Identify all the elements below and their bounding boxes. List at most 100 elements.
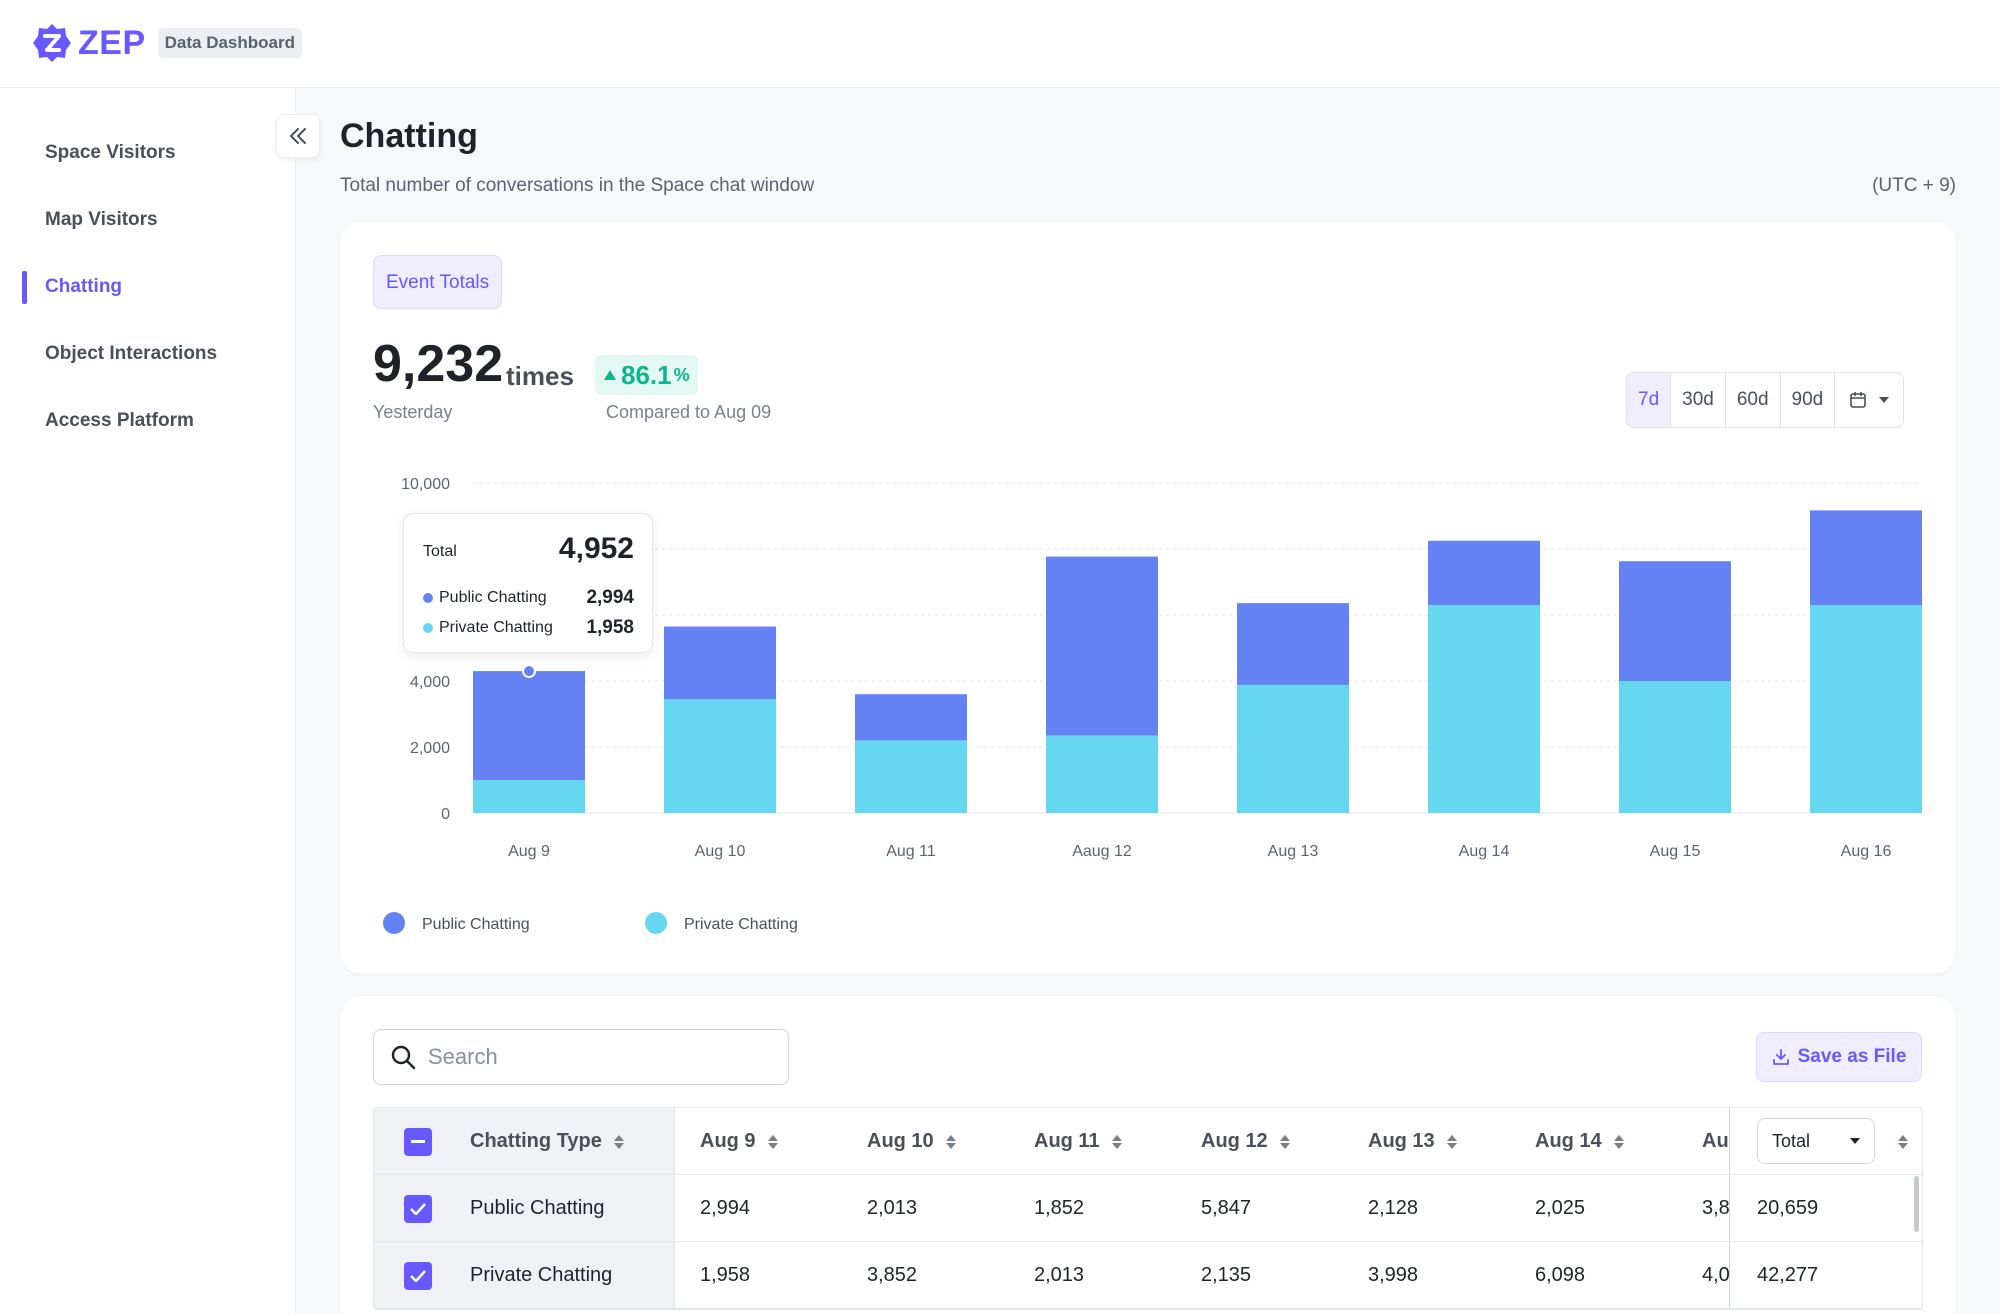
tooltip-row-label: Public Chatting: [439, 589, 547, 606]
private-dot-icon: [423, 623, 433, 633]
table-scrollbar[interactable]: [1914, 1176, 1919, 1232]
bar-public-chatting: [473, 671, 585, 780]
cell-value: 3,852: [867, 1264, 918, 1286]
chart-card: Event Totals 9,232 times Yesterday 86.1 …: [340, 222, 1956, 974]
calendar-icon: [1850, 392, 1867, 408]
checkmark-icon: [404, 1261, 432, 1290]
table-header-row: Chatting Type Aug 9 Aug 10 Aug 11 Aug 12…: [374, 1108, 1922, 1175]
column-header-aug-9[interactable]: Aug 9: [700, 1108, 778, 1175]
range-30d-button[interactable]: 30d: [1671, 373, 1726, 427]
bar-private-chatting: [1619, 681, 1731, 813]
save-as-file-button[interactable]: Save as File: [1756, 1032, 1922, 1082]
cell-total: 20,659: [1757, 1197, 1819, 1219]
y-tick-label: 0: [441, 806, 450, 823]
caret-down-icon: [1879, 397, 1890, 403]
delta-value: 86.1: [621, 359, 672, 390]
sort-icon: [1279, 1134, 1290, 1149]
tooltip-row-label: Private Chatting: [439, 619, 553, 636]
bar-private-chatting: [855, 740, 967, 813]
legend-dot: [645, 912, 667, 934]
sidebar-item-space-visitors[interactable]: Space Visitors: [45, 142, 176, 163]
table-card: Save as File Chatting Type Aug 9 Aug 10: [340, 996, 1956, 1314]
bar-private-chatting: [1428, 605, 1540, 813]
logo[interactable]: ZEP Data Dashboard: [32, 23, 302, 63]
tooltip-total-label: Total: [423, 543, 457, 560]
zep-logo-icon: [32, 23, 72, 63]
tooltip-row-value: 1,958: [586, 617, 634, 638]
public-dot-icon: [423, 593, 433, 603]
bar-private-chatting: [664, 699, 776, 813]
legend-dot: [383, 912, 405, 934]
column-header-label: Chatting Type: [470, 1130, 602, 1152]
column-header-aug-12[interactable]: Aug 12: [1201, 1108, 1290, 1175]
row-checkbox[interactable]: [404, 1175, 432, 1242]
column-header-aug-15-partial[interactable]: Au: [1702, 1108, 1729, 1175]
cell-value: 2,128: [1368, 1197, 1419, 1219]
row-checkbox[interactable]: [404, 1242, 432, 1309]
sort-icon: [613, 1134, 624, 1149]
top-bar: ZEP Data Dashboard: [0, 0, 2000, 88]
cell-value: 1,852: [1034, 1197, 1085, 1219]
save-as-file-label: Save as File: [1797, 1046, 1907, 1067]
sidebar-item-access-platform[interactable]: Access Platform: [45, 410, 194, 431]
calendar-picker-button[interactable]: [1835, 373, 1903, 427]
column-divider: [1729, 1108, 1730, 1174]
column-header-aug-11[interactable]: Aug 11: [1034, 1108, 1122, 1175]
total-select-label: Total: [1772, 1130, 1811, 1151]
hover-point: [522, 664, 536, 679]
column-header-aug-10[interactable]: Aug 10: [867, 1108, 956, 1175]
sort-icon: [1898, 1134, 1908, 1149]
x-tick-label: Aug 10: [695, 843, 746, 860]
cell-total: 42,277: [1757, 1264, 1819, 1286]
sidebar-item-object-interactions[interactable]: Object Interactions: [45, 343, 218, 364]
checkmark-icon: [404, 1194, 432, 1223]
summary-caption: Yesterday: [373, 402, 453, 422]
tab-event-totals[interactable]: Event Totals: [373, 255, 503, 309]
triangle-up-icon: [604, 370, 616, 380]
sidebar-item-map-visitors[interactable]: Map Visitors: [45, 209, 158, 230]
select-all-checkbox[interactable]: [404, 1108, 432, 1175]
total-sort-button[interactable]: [1886, 1108, 1908, 1175]
legend-label: Private Chatting: [684, 916, 798, 933]
sort-icon: [1111, 1134, 1122, 1149]
active-indicator: [22, 271, 27, 304]
x-tick-label: Aug 11: [886, 843, 936, 860]
tooltip-row-value: 2,994: [586, 587, 634, 608]
table-row[interactable]: Private Chatting 1,958 3,852 2,013 2,135…: [374, 1242, 1922, 1309]
column-header-aug-14[interactable]: Aug 14: [1535, 1108, 1624, 1175]
column-header-aug-13[interactable]: Aug 13: [1368, 1108, 1457, 1175]
legend-label: Public Chatting: [422, 916, 530, 933]
column-header-label: Aug 12: [1201, 1130, 1268, 1152]
timezone-label: (UTC + 9): [1872, 175, 1956, 196]
search-icon: [391, 1045, 416, 1070]
range-90d-button[interactable]: 90d: [1781, 373, 1836, 427]
cell-value: 3,998: [1368, 1264, 1419, 1286]
tooltip-total-value: 4,952: [558, 532, 634, 565]
sidebar-item-chatting[interactable]: Chatting: [45, 276, 123, 297]
column-divider: [1729, 1175, 1730, 1241]
column-header-label: Aug 13: [1368, 1130, 1435, 1152]
cell-value-partial: 3,8: [1702, 1197, 1729, 1219]
page-subtitle: Total number of conversations in the Spa…: [340, 175, 815, 196]
table-row[interactable]: Public Chatting 2,994 2,013 1,852 5,847 …: [374, 1175, 1922, 1242]
indeterminate-checkbox-icon: [404, 1127, 432, 1156]
cell-value: 2,013: [867, 1197, 918, 1219]
download-icon: [1772, 1049, 1789, 1065]
column-divider: [1729, 1242, 1730, 1308]
column-header-chatting-type[interactable]: Chatting Type: [470, 1108, 624, 1175]
x-tick-label: Aug 13: [1268, 843, 1319, 860]
search-field[interactable]: [373, 1029, 789, 1085]
range-60d-button[interactable]: 60d: [1726, 373, 1781, 427]
collapse-sidebar-button[interactable]: [276, 114, 320, 158]
sort-icon: [1613, 1134, 1624, 1149]
column-header-label: Au: [1702, 1130, 1729, 1152]
bar-public-chatting: [1046, 556, 1158, 736]
range-7d-button[interactable]: 7d: [1627, 373, 1672, 427]
cell-value: 5,847: [1201, 1197, 1252, 1219]
search-input[interactable]: [428, 1044, 768, 1070]
cell-chatting-type: Private Chatting: [470, 1264, 613, 1286]
column-header-label: Aug 9: [700, 1130, 756, 1152]
total-select[interactable]: Total: [1757, 1118, 1875, 1164]
bar-private-chatting: [473, 780, 585, 813]
column-header-label: Aug 14: [1535, 1130, 1602, 1152]
